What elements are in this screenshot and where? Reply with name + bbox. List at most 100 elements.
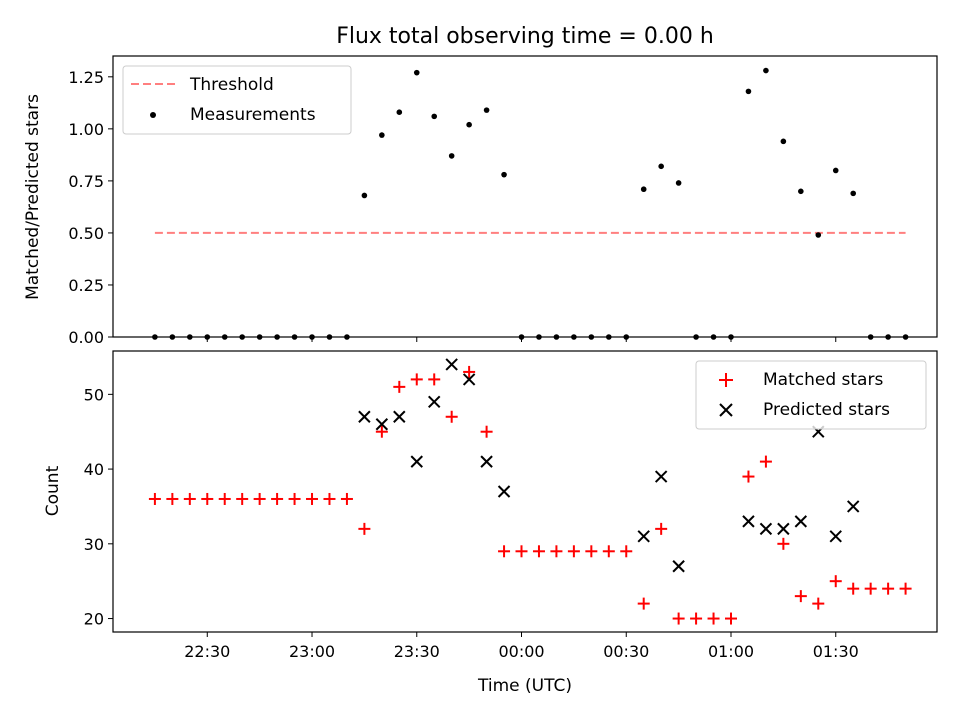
measurement-point [396, 109, 403, 115]
bottom-ytick-label: 30 [84, 535, 104, 554]
matched-star-point [550, 545, 563, 558]
matched-star-point [306, 492, 319, 505]
matched-star-point [585, 545, 598, 558]
legend-matched-swatch [719, 373, 733, 387]
matched-star-point [864, 582, 877, 595]
predicted-star-point [742, 515, 755, 528]
bottom-xtick-label: 00:00 [498, 642, 544, 661]
measurement-point [501, 171, 507, 178]
predicted-star-point [672, 560, 685, 573]
matched-star-point [480, 425, 493, 438]
bottom-xtick-label: 00:30 [603, 642, 649, 661]
matched-star-point [410, 373, 423, 386]
predicted-star-point [480, 455, 493, 468]
top-ytick-label: 0.25 [68, 276, 104, 295]
matched-star-point [602, 545, 615, 558]
bottom-xtick-label: 01:30 [813, 642, 859, 661]
legend-threshold-label: Threshold [189, 75, 274, 95]
top-legend: Threshold Measurements [122, 65, 352, 135]
legend-measurements-swatch [150, 112, 156, 118]
predicted-star-point [358, 410, 371, 423]
top-ytick-label: 0.00 [68, 328, 104, 347]
matched-star-point [515, 545, 528, 558]
top-ytick-label: 1.25 [68, 68, 104, 87]
matched-star-point [567, 545, 580, 558]
matched-star-point [375, 425, 388, 438]
measurement-point [832, 167, 839, 174]
predicted-star-point [497, 485, 511, 498]
legend-matched-label: Matched stars [763, 370, 883, 390]
matched-star-point [620, 545, 633, 558]
matched-star-point [742, 470, 755, 483]
matched-star-point [777, 537, 790, 550]
top-ytick-label: 1.00 [68, 120, 104, 139]
top-ytick-label: 0.50 [68, 224, 104, 243]
legend-predicted-swatch [719, 403, 733, 417]
predicted-star-point [428, 395, 441, 409]
matched-star-point [166, 492, 179, 505]
measurement-point [780, 138, 787, 145]
legend-measurements-label: Measurements [190, 105, 316, 125]
bottom-ytick-label: 20 [84, 610, 104, 629]
measurement-point [466, 121, 472, 128]
matched-star-point [882, 582, 895, 595]
measurement-point [763, 67, 769, 74]
matched-star-point [428, 373, 441, 386]
x-axis-label: Time (UTC) [477, 676, 572, 696]
chart-title: Flux total observing time = 0.00 h [336, 24, 714, 49]
top-legend-box [122, 65, 352, 135]
measurement-point [658, 163, 664, 170]
measurement-point [640, 186, 647, 193]
matched-star-point [445, 410, 458, 423]
matched-star-point [794, 590, 807, 603]
predicted-star-point [410, 455, 423, 468]
matched-star-point [236, 492, 249, 505]
matched-star-point [340, 492, 353, 505]
matched-star-point [812, 597, 825, 610]
predicted-star-point [794, 515, 808, 528]
bottom-xtick-label: 23:00 [289, 642, 335, 661]
matched-star-point [271, 492, 284, 505]
bottom-axes-frame [112, 350, 938, 633]
measurement-point [675, 180, 682, 186]
matched-star-point [672, 612, 685, 625]
bottom-xtick-label: 22:30 [184, 642, 230, 661]
matched-star-point [707, 612, 720, 625]
matched-star-point [498, 545, 511, 558]
legend-predicted-label: Predicted stars [763, 400, 890, 420]
measurement-point [850, 190, 857, 197]
matched-star-point [532, 545, 545, 558]
top-axes-frame [112, 55, 938, 338]
measurement-point [448, 153, 455, 159]
measurement-point [798, 188, 804, 195]
predicted-star-point [777, 522, 790, 536]
measurement-point [379, 132, 385, 138]
matched-star-point [253, 492, 266, 505]
bottom-panel: 20 30 40 50 22:30 23:00 23:30 00:00 00:30 01:00 0… [43, 350, 938, 696]
top-ytick-label: 0.75 [68, 172, 104, 191]
predicted-star-point [445, 358, 458, 371]
predicted-star-point [654, 470, 668, 483]
matched-star-point [218, 492, 231, 505]
predicted-star-point [846, 500, 860, 513]
bottom-legend: Matched stars Predicted stars [695, 360, 927, 430]
bottom-legend-box [695, 360, 927, 430]
matched-star-point [183, 492, 196, 505]
matched-star-point [655, 522, 668, 535]
matched-star-point [288, 492, 301, 505]
matched-star-point [759, 455, 772, 468]
matched-star-point [690, 612, 703, 625]
bottom-ytick-label: 40 [84, 460, 104, 479]
matched-star-point [463, 365, 476, 378]
predicted-star-point [829, 530, 842, 543]
measurement-point [361, 192, 368, 199]
measurement-point [413, 69, 420, 76]
top-y-axis-label: Matched/Predicted stars [23, 94, 43, 300]
matched-star-point [829, 575, 842, 588]
matched-star-point [847, 582, 860, 595]
predicted-star-point [637, 530, 650, 543]
top-panel: 0.00 0.25 0.50 0.75 1.00 1.25 Matched/Predict… [23, 55, 938, 347]
matched-star-point [201, 492, 214, 505]
matched-star-point [637, 597, 650, 610]
